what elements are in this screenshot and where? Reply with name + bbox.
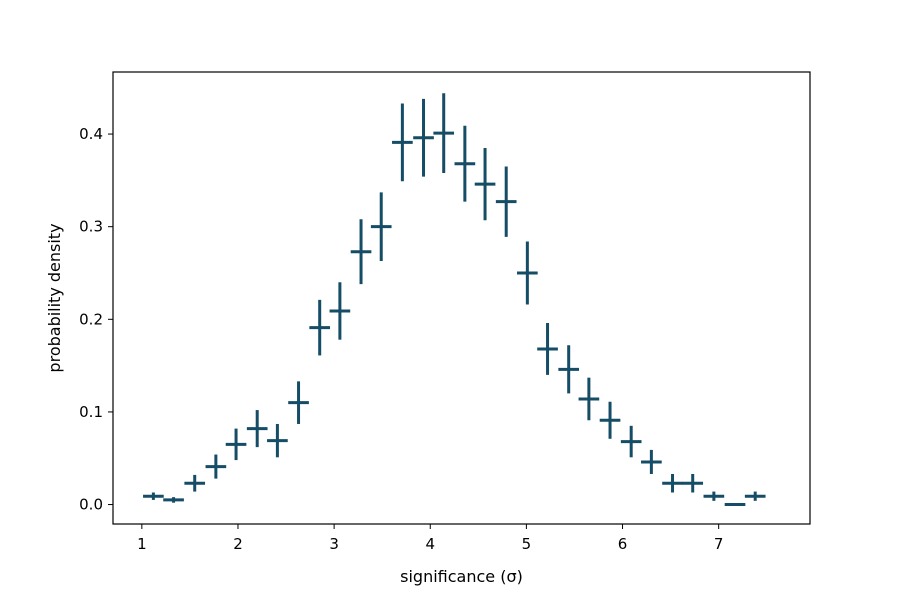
x-tick-label: 5 xyxy=(522,535,532,553)
x-tick-label: 2 xyxy=(233,535,243,553)
x-axis-ticks: 1 2 3 4 5 6 7 xyxy=(137,524,723,553)
data-point xyxy=(143,492,164,500)
x-tick-label: 6 xyxy=(618,535,628,553)
x-tick-label: 3 xyxy=(329,535,339,553)
data-point xyxy=(454,125,476,202)
y-axis-label: probability density xyxy=(45,223,64,372)
data-point xyxy=(517,241,538,305)
data-point xyxy=(433,93,455,173)
data-marks xyxy=(143,93,766,507)
data-point xyxy=(163,497,184,503)
data-point xyxy=(413,98,434,177)
plot-frame xyxy=(112,71,811,525)
data-point xyxy=(267,423,288,458)
data-point xyxy=(620,425,642,458)
x-tick-label: 1 xyxy=(137,535,147,553)
data-point xyxy=(184,474,206,492)
y-tick-label: 0.1 xyxy=(79,403,103,421)
data-point xyxy=(641,449,662,474)
data-point xyxy=(309,299,331,356)
data-point xyxy=(744,491,766,501)
data-point xyxy=(225,428,247,461)
data-point xyxy=(474,147,496,221)
data-point xyxy=(495,166,517,237)
y-tick-label: 0.2 xyxy=(79,310,103,328)
data-point xyxy=(558,345,580,394)
x-axis-label: significance (σ) xyxy=(400,567,523,586)
data-point xyxy=(350,219,372,285)
data-point xyxy=(392,103,413,182)
data-point xyxy=(703,491,725,501)
y-tick-label: 0.4 xyxy=(79,125,103,143)
plot-area xyxy=(113,72,810,524)
data-point xyxy=(246,410,268,448)
x-tick-label: 7 xyxy=(714,535,724,553)
data-point xyxy=(329,282,351,340)
x-tick-label: 4 xyxy=(425,535,435,553)
y-axis-ticks: 0.0 0.1 0.2 0.3 0.4 xyxy=(79,125,113,514)
data-point xyxy=(682,473,704,493)
data-point xyxy=(537,323,558,375)
data-point xyxy=(662,473,683,493)
data-point xyxy=(205,454,227,479)
data-point xyxy=(370,192,392,261)
data-point xyxy=(578,377,600,421)
data-point xyxy=(288,381,309,424)
data-point xyxy=(599,401,621,439)
y-tick-label: 0.0 xyxy=(79,496,103,514)
y-tick-label: 0.3 xyxy=(79,218,103,236)
